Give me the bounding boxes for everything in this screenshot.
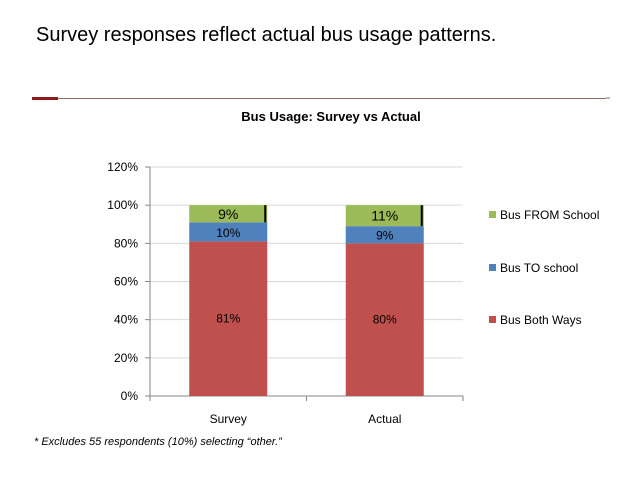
legend-swatch (489, 316, 496, 323)
data-label: 9% (376, 229, 394, 243)
data-label: 80% (373, 313, 397, 327)
data-label: 10% (216, 226, 240, 240)
data-label: 9% (218, 206, 238, 222)
x-tick-label: Actual (368, 412, 401, 426)
bar-segment-survey-bus-from-school (189, 205, 268, 223)
y-tick-label: 120% (107, 160, 138, 174)
legend-label: Bus TO school (500, 261, 578, 275)
footnote: * Excludes 55 respondents (10%) selectin… (34, 436, 282, 448)
y-tick-label: 0% (121, 389, 139, 403)
bar-segment-actual-bus-both-ways (345, 243, 424, 396)
chart-title: Bus Usage: Survey vs Actual (241, 109, 420, 124)
bar-segment-actual-bus-to-school (345, 226, 424, 244)
y-tick-label: 100% (107, 198, 138, 212)
data-label: 11% (371, 208, 398, 224)
axes: 0% 20% 40% 60% 80% 100% 120% Survey Actual (107, 160, 464, 426)
y-tick-label: 60% (114, 275, 138, 289)
title-divider-accent (32, 97, 58, 100)
legend-label: Bus FROM School (500, 208, 599, 222)
legend-swatch (489, 264, 496, 271)
legend-label: Bus Both Ways (500, 313, 582, 327)
y-tick-label: 40% (114, 313, 138, 327)
x-tick-label: Survey (210, 412, 247, 426)
data-label: 81% (216, 312, 240, 326)
bars (189, 205, 424, 396)
title-divider-end (606, 97, 610, 99)
legend: Bus FROM School Bus TO school Bus Both Way… (489, 208, 599, 327)
bar-segment-actual-bus-from-school (345, 205, 424, 227)
bar-segment-survey-bus-both-ways (189, 241, 268, 396)
data-labels: 81% 10% 9% 80% 9% 11% (216, 206, 398, 327)
y-tick-label: 20% (114, 351, 138, 365)
y-tick-label: 80% (114, 236, 138, 250)
slide-title: Survey responses reflect actual bus usag… (36, 24, 497, 46)
title-divider (32, 98, 608, 99)
legend-swatch (489, 211, 496, 218)
bar-segment-survey-bus-to-school (189, 222, 268, 242)
